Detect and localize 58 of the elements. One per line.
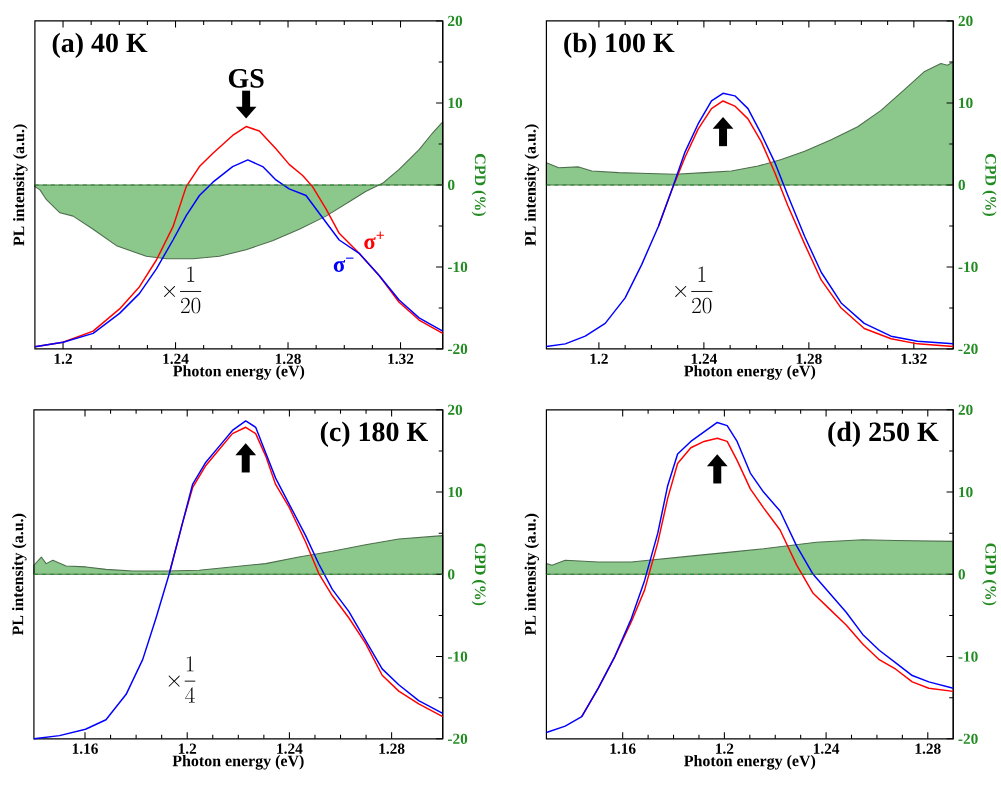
- y-axis-title: PL intensity (a.u.): [13, 124, 28, 246]
- x-tick-label: 1.16: [72, 743, 98, 755]
- y-tick-label: 0: [958, 179, 965, 191]
- chart-title: (a) 40 K: [52, 32, 148, 59]
- y-axis-title: CPD (%): [982, 154, 997, 217]
- y-axis-title: PL intensity (a.u.): [12, 514, 27, 636]
- y-tick-label: -10: [958, 261, 978, 273]
- y-tick-label: 0: [958, 569, 965, 580]
- y-tick-label: 20: [958, 15, 973, 27]
- series-label: σ$^{−}$: [333, 257, 354, 273]
- annotation: GS: [228, 69, 264, 88]
- x-axis-title: Photon energy (eV): [684, 755, 816, 770]
- x-tick-label: 1.16: [610, 743, 636, 755]
- y-tick-label: 10: [959, 97, 973, 109]
- y-tick-label: -20: [958, 733, 978, 745]
- y-tick-label: 10: [448, 97, 463, 109]
- x-tick-label: 1.2: [178, 743, 197, 755]
- y-tick-label: 10: [448, 487, 463, 498]
- x-tick-label: 1.24: [813, 743, 840, 755]
- x-axis-title: Photon energy (eV): [684, 365, 816, 380]
- annotation: $\times\frac{1}{20}$: [164, 266, 202, 314]
- x-tick-label: 1.2: [716, 743, 734, 755]
- y-tick-label: -10: [958, 651, 978, 662]
- y-tick-label: 20: [448, 404, 463, 416]
- x-tick-label: 1.28: [275, 353, 301, 365]
- y-axis-title: PL intensity (a.u.): [524, 124, 540, 246]
- y-axis-title: CPD (%): [982, 543, 997, 606]
- x-tick-label: 1.24: [691, 353, 717, 365]
- series-label: σ$^{+}$: [364, 231, 384, 250]
- annotation: $\times\frac{1}{4}$: [168, 656, 196, 703]
- y-tick-label: -20: [447, 733, 468, 745]
- y-axis-title: PL intensity (a.u.): [524, 514, 540, 636]
- x-tick-label: 1.32: [388, 353, 414, 365]
- y-axis-title: CPD (%): [471, 154, 487, 217]
- y-tick-label: 20: [448, 15, 463, 27]
- x-tick-label: 1.24: [163, 353, 189, 365]
- x-tick-label: 1.32: [901, 353, 927, 365]
- chart-title: (c) 180 K: [320, 421, 428, 448]
- y-axis-title: CPD (%): [471, 543, 487, 606]
- y-tick-label: -20: [958, 343, 978, 355]
- annotation: $\times\frac{1}{20}$: [675, 266, 713, 314]
- chart-title: (d) 250 K: [828, 421, 939, 448]
- x-axis-title: Photon energy (eV): [172, 755, 304, 770]
- y-tick-label: -10: [447, 261, 468, 273]
- x-tick-label: 1.28: [915, 743, 941, 755]
- y-tick-label: 20: [958, 404, 973, 416]
- y-tick-label: 10: [959, 487, 973, 498]
- x-tick-label: 1.24: [277, 743, 303, 755]
- x-tick-label: 1.28: [796, 353, 822, 365]
- chart-title: (b) 100 K: [564, 32, 675, 59]
- y-tick-label: -10: [447, 651, 468, 662]
- x-tick-label: 1.2: [54, 353, 72, 365]
- x-tick-label: 1.28: [379, 743, 405, 755]
- y-tick-label: 0: [447, 569, 455, 580]
- x-tick-label: 1.2: [590, 353, 608, 365]
- y-tick-label: 0: [447, 179, 455, 191]
- y-tick-label: -20: [447, 343, 468, 355]
- x-axis-title: Photon energy (eV): [173, 365, 305, 380]
